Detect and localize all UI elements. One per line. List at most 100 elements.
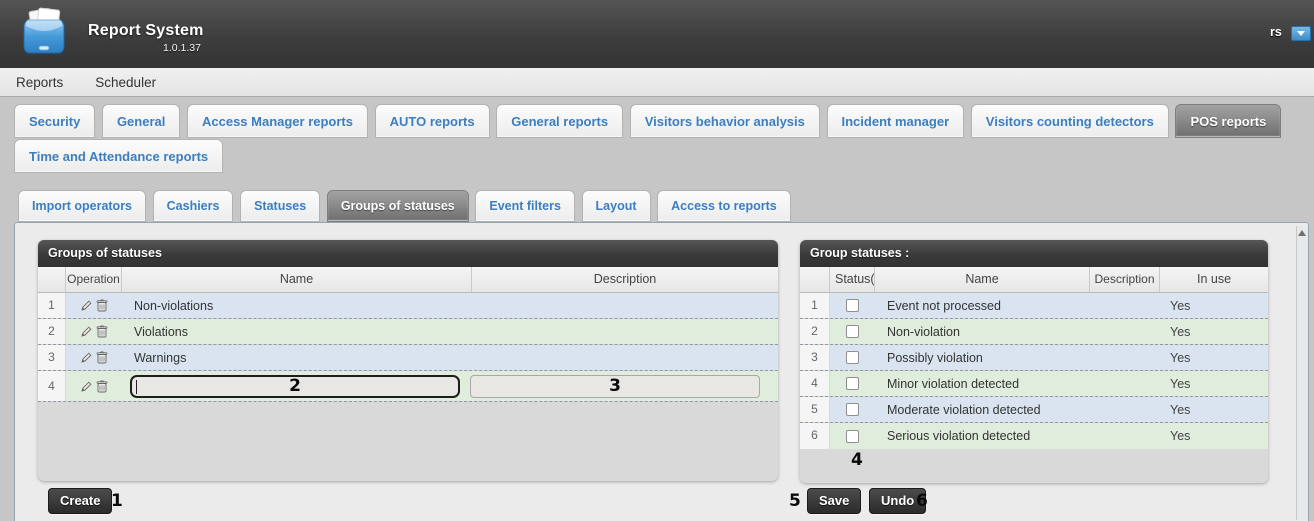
row-number: 6: [800, 423, 830, 449]
status-checkbox[interactable]: [846, 377, 859, 390]
status-name: Minor violation detected: [887, 376, 1020, 391]
group-name: Warnings: [134, 350, 187, 365]
table-row[interactable]: 1 Non-violations: [38, 293, 778, 319]
col-in-use: In use: [1196, 272, 1232, 286]
subtab-groups-of-statuses[interactable]: Groups of statuses: [326, 190, 469, 222]
trash-icon[interactable]: [96, 325, 108, 338]
subtab-access-to-reports[interactable]: Access to reports: [657, 190, 791, 222]
tab-auto-reports[interactable]: AUTO reports: [374, 104, 490, 138]
row-number: 4: [800, 371, 830, 396]
scroll-up-arrow-icon[interactable]: [1298, 230, 1306, 236]
tab-visitors-counting-detectors[interactable]: Visitors counting detectors: [970, 104, 1169, 138]
main-tab-bar: Security General Access Manager reports …: [14, 104, 1284, 138]
table-row[interactable]: 2 Non-violation Yes: [800, 319, 1268, 345]
groups-table-header: Operation Name Description: [38, 267, 778, 293]
row-number: 3: [38, 345, 66, 370]
save-button[interactable]: Save: [807, 488, 862, 514]
annotation-6: 6: [916, 491, 928, 511]
menu-scheduler[interactable]: Scheduler: [95, 74, 157, 90]
status-checkbox[interactable]: [846, 403, 859, 416]
table-row[interactable]: 3 Possibly violation Yes: [800, 345, 1268, 371]
edit-icon[interactable]: [80, 380, 93, 393]
table-row[interactable]: 1 Event not processed Yes: [800, 293, 1268, 319]
col-description: Description: [593, 272, 657, 286]
status-in-use: Yes: [1170, 324, 1191, 339]
status-checkbox[interactable]: [846, 299, 859, 312]
trash-icon[interactable]: [96, 351, 108, 364]
sub-tab-bar: Import operators Cashiers Statuses Group…: [18, 190, 794, 222]
tab-general[interactable]: General: [101, 104, 181, 138]
annotation-5: 5: [789, 491, 801, 511]
groups-table-title: Groups of statuses: [38, 240, 778, 267]
status-checkbox[interactable]: [846, 325, 859, 338]
app-header: Report System 1.0.1.37 rs: [0, 0, 1314, 68]
table-row[interactable]: 2 Violations: [38, 319, 778, 345]
tab-pos-reports[interactable]: POS reports: [1175, 104, 1282, 138]
edit-icon[interactable]: [80, 351, 93, 364]
group-name: Non-violations: [134, 298, 214, 313]
scrollbar-track[interactable]: [1296, 226, 1308, 520]
status-checkbox[interactable]: [846, 351, 859, 364]
new-group-name-input[interactable]: 2: [130, 374, 460, 398]
subtab-statuses[interactable]: Statuses: [240, 190, 321, 222]
statuses-table-header: Status(es) Name Description In use: [800, 267, 1268, 293]
statuses-table-title: Group statuses :: [800, 240, 1268, 267]
user-menu-button[interactable]: [1291, 26, 1311, 41]
subtab-event-filters[interactable]: Event filters: [475, 190, 575, 222]
subtab-layout[interactable]: Layout: [581, 190, 651, 222]
tab-access-manager-reports[interactable]: Access Manager reports: [186, 104, 368, 138]
status-name: Event not processed: [887, 298, 1001, 313]
status-in-use: Yes: [1170, 298, 1191, 313]
annotation-1: 1: [111, 491, 123, 511]
tab-security[interactable]: Security: [14, 104, 96, 138]
table-row[interactable]: 6 Serious violation detected Yes: [800, 423, 1268, 449]
tab-incident-manager[interactable]: Incident manager: [826, 104, 965, 138]
table-row[interactable]: 5 Moderate violation detected Yes: [800, 397, 1268, 423]
annotation-3: 3: [609, 376, 621, 396]
new-group-description-input[interactable]: 3: [470, 374, 760, 398]
subtab-cashiers[interactable]: Cashiers: [152, 190, 234, 222]
trash-icon[interactable]: [96, 299, 108, 312]
status-name: Possibly violation: [887, 350, 983, 365]
row-number: 1: [800, 293, 830, 318]
col-name: Name: [875, 267, 1090, 292]
row-number: 5: [800, 397, 830, 422]
tab-visitors-behavior-analysis[interactable]: Visitors behavior analysis: [629, 104, 820, 138]
table-row[interactable]: 3 Warnings: [38, 345, 778, 371]
tab-general-reports[interactable]: General reports: [496, 104, 624, 138]
annotation-4: 4: [851, 450, 863, 470]
menu-reports[interactable]: Reports: [16, 74, 64, 90]
status-checkbox[interactable]: [846, 429, 859, 443]
row-number: 4: [38, 371, 66, 401]
status-name: Non-violation: [887, 324, 960, 339]
table-row-editing[interactable]: 4 2 3: [38, 371, 778, 402]
group-statuses-table: Group statuses : Status(es) Name Descrip…: [800, 240, 1268, 483]
trash-icon[interactable]: [96, 379, 108, 393]
status-in-use: Yes: [1170, 402, 1191, 417]
subtab-import-operators[interactable]: Import operators: [18, 190, 147, 222]
create-button[interactable]: Create: [48, 488, 113, 514]
col-status: Status(es): [830, 267, 875, 292]
annotation-2: 2: [289, 376, 301, 396]
row-number: 3: [800, 345, 830, 370]
col-blank: [800, 267, 830, 292]
col-operation: Operation: [66, 267, 122, 292]
undo-button[interactable]: Undo: [869, 488, 927, 514]
app-title: Report System: [88, 22, 204, 39]
status-in-use: Yes: [1170, 429, 1191, 443]
report-folder-icon: [23, 7, 65, 54]
table-row[interactable]: 4 Minor violation detected Yes: [800, 371, 1268, 397]
menu-bar: Reports Scheduler: [0, 68, 1314, 97]
status-name: Serious violation detected: [887, 429, 1031, 443]
chevron-down-icon: [1297, 31, 1305, 36]
col-blank: [38, 267, 66, 292]
edit-icon[interactable]: [80, 325, 93, 338]
tab-time-and-attendance-reports[interactable]: Time and Attendance reports: [14, 139, 224, 173]
status-in-use: Yes: [1170, 376, 1191, 391]
user-label: rs: [1270, 25, 1282, 39]
status-in-use: Yes: [1170, 350, 1191, 365]
status-name: Moderate violation detected: [887, 402, 1041, 417]
groups-of-statuses-table: Groups of statuses Operation Name Descri…: [38, 240, 778, 481]
group-name: Violations: [134, 324, 188, 339]
edit-icon[interactable]: [80, 299, 93, 312]
